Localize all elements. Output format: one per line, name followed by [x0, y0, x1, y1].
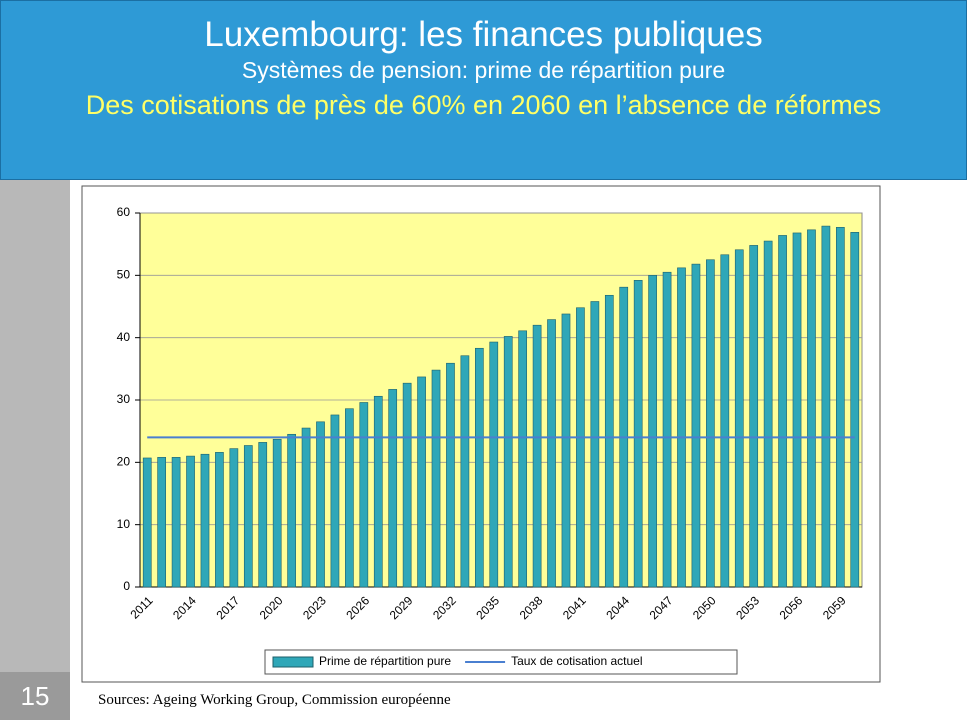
- bar: [778, 235, 787, 588]
- bar: [835, 227, 845, 588]
- annotation: Des cotisations de près de 60% en 2060 e…: [85, 90, 882, 120]
- header: Luxembourg: les finances publiques Systè…: [0, 0, 967, 180]
- y-tick-label: 30: [117, 392, 131, 406]
- bar: [662, 271, 672, 588]
- legend-swatch: [272, 656, 314, 668]
- bar: [359, 402, 369, 588]
- bar: [532, 324, 542, 588]
- bar: [792, 232, 802, 588]
- bar: [677, 267, 686, 588]
- title: Luxembourg: les finances publiques: [204, 15, 763, 54]
- bar: [734, 249, 744, 588]
- bar: [373, 395, 383, 588]
- bar: [561, 313, 571, 588]
- bar: [417, 376, 426, 588]
- y-tick-label: 10: [117, 517, 131, 531]
- bar: [807, 229, 816, 588]
- bar: [590, 301, 600, 588]
- bar: [720, 254, 730, 588]
- bar: [345, 408, 354, 588]
- legend-label: Prime de répartition pure: [319, 654, 451, 668]
- bar: [489, 341, 499, 588]
- bar: [633, 280, 643, 588]
- bar: [604, 294, 614, 588]
- bar: [258, 442, 268, 588]
- bar: [821, 225, 831, 588]
- bar: [518, 330, 528, 588]
- bar: [749, 245, 759, 588]
- bar: [547, 319, 556, 588]
- bar: [431, 369, 441, 588]
- bar: [287, 433, 296, 588]
- bar: [503, 336, 513, 588]
- bar: [388, 389, 398, 588]
- slide-number: 15: [0, 672, 70, 720]
- y-tick-label: 40: [117, 330, 131, 344]
- y-tick-label: 20: [117, 455, 131, 469]
- bar: [648, 275, 657, 588]
- bar: [229, 448, 239, 588]
- subtitle: Systèmes de pension: prime de répartitio…: [241, 57, 726, 83]
- bar: [301, 427, 311, 588]
- bar: [171, 457, 181, 588]
- bar: [460, 355, 470, 588]
- bar: [763, 240, 773, 588]
- bar: [691, 263, 701, 588]
- sources: Sources: Ageing Working Group, Commissio…: [98, 692, 451, 708]
- bar: [706, 259, 715, 588]
- bar: [474, 347, 484, 588]
- y-tick-label: 0: [123, 579, 130, 593]
- bar: [215, 452, 224, 588]
- bar: [402, 382, 412, 588]
- legend-label: Taux de cotisation actuel: [511, 654, 642, 668]
- y-tick-label: 50: [117, 268, 131, 282]
- bar: [316, 421, 325, 588]
- bar: [200, 453, 210, 588]
- bar: [243, 445, 253, 588]
- bar: [157, 457, 167, 588]
- bar: [142, 457, 152, 588]
- side-strip: [0, 180, 70, 720]
- bar: [330, 414, 340, 588]
- y-tick-label: 60: [117, 205, 131, 219]
- bar: [272, 438, 282, 588]
- bar: [186, 455, 195, 588]
- bar: [850, 232, 860, 588]
- bar: [576, 307, 585, 588]
- bar: [446, 362, 455, 588]
